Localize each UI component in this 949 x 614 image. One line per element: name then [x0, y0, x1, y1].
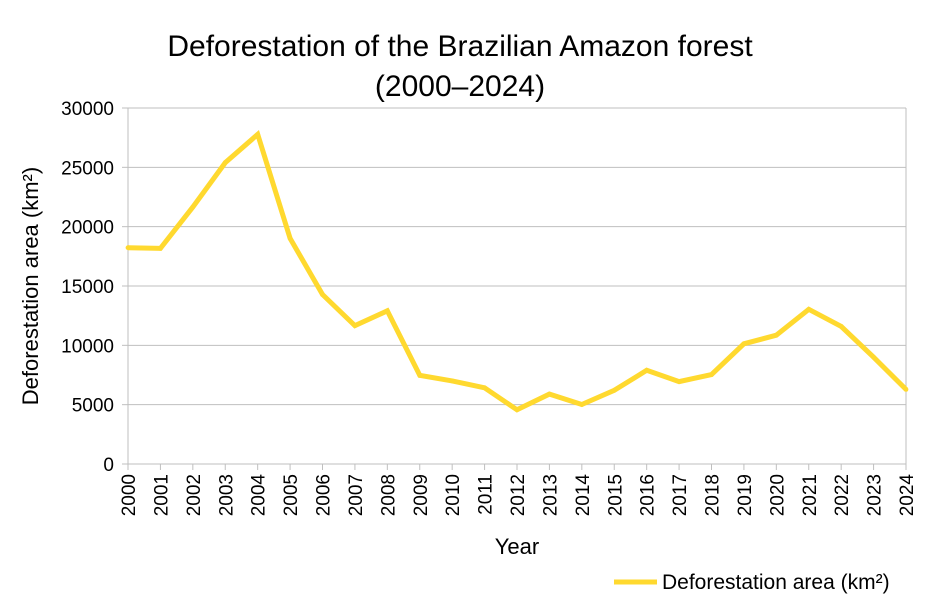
data-point: [158, 246, 163, 251]
y-tick-label: 5000: [72, 396, 114, 417]
x-tick-label: 2003: [216, 474, 237, 516]
x-tick-label: 2008: [378, 474, 399, 516]
data-point: [482, 385, 487, 391]
x-tick-label: 2010: [443, 474, 464, 516]
x-tick-label: 2007: [346, 474, 367, 516]
x-tick-label: 2020: [767, 474, 788, 516]
y-tick-label: 20000: [61, 218, 114, 239]
x-tick-label: 2017: [670, 474, 691, 516]
data-point: [320, 292, 325, 297]
x-tick-label: 2000: [119, 474, 140, 516]
data-point: [287, 236, 293, 241]
data-point: [838, 324, 844, 329]
x-tick-label: 2013: [540, 474, 561, 516]
x-tick-label: 2004: [249, 474, 270, 517]
data-point: [417, 373, 423, 378]
y-tick-label: 30000: [61, 99, 114, 120]
y-tick-labels: 0 5000 10000 15000 20000 25000 30000: [61, 99, 114, 476]
legend-label: Deforestation area (km²): [662, 571, 890, 594]
data-point: [644, 367, 650, 373]
series: [125, 129, 909, 413]
x-tick-label: 2014: [573, 474, 594, 517]
x-tick-label: 2012: [508, 474, 529, 516]
data-point: [579, 402, 585, 407]
data-point: [741, 341, 747, 347]
data-point: [125, 245, 131, 251]
x-tick-label: 2009: [411, 474, 432, 516]
x-tick-label: 2019: [735, 474, 756, 516]
data-point: [676, 379, 682, 384]
x-tick-label: 2021: [800, 474, 821, 516]
x-axis-label: Year: [495, 534, 539, 559]
legend[interactable]: Deforestation area (km²): [614, 571, 890, 594]
data-point: [773, 332, 779, 338]
data-point: [255, 132, 261, 137]
y-tick-label: 0: [103, 455, 114, 476]
x-tick-label: 2005: [281, 474, 302, 516]
chart-title-line2: (2000–2024): [375, 70, 545, 103]
y-tick-label: 15000: [61, 277, 114, 298]
data-point: [547, 391, 552, 397]
y-tick-label: 10000: [61, 336, 114, 357]
axes: [122, 107, 907, 470]
x-tick-label: 2018: [703, 474, 724, 516]
x-tick-label: 2002: [184, 474, 205, 516]
x-tick-label: 2006: [314, 474, 335, 516]
x-tick-label: 2011: [476, 474, 497, 515]
x-tick-labels: 2000 2001 2002 2003 2004 2005 2006 2007 2008 2009…: [119, 474, 918, 517]
data-point: [190, 204, 196, 210]
y-axis-label: Deforestation area (km²): [18, 167, 43, 405]
series-line: [127, 129, 908, 413]
x-tick-label: 2015: [605, 474, 626, 516]
gridlines: [128, 107, 907, 464]
data-point: [352, 323, 358, 329]
x-tick-label: 2022: [832, 474, 853, 516]
data-point: [222, 160, 228, 166]
data-point: [384, 308, 390, 314]
x-tick-label: 2016: [638, 474, 659, 516]
x-tick-label: 2024: [897, 474, 918, 517]
y-tick-label: 25000: [61, 158, 114, 179]
x-tick-label: 2001: [151, 474, 172, 516]
x-tick-label: 2023: [865, 474, 886, 516]
data-point: [449, 378, 455, 384]
data-point: [611, 387, 617, 393]
chart-title-line1: Deforestation of the Brazilian Amazon fo…: [167, 30, 753, 63]
data-point: [806, 306, 812, 312]
data-point: [514, 407, 520, 413]
data-point: [709, 372, 714, 377]
data-point: [903, 387, 909, 392]
data-point: [871, 354, 876, 360]
